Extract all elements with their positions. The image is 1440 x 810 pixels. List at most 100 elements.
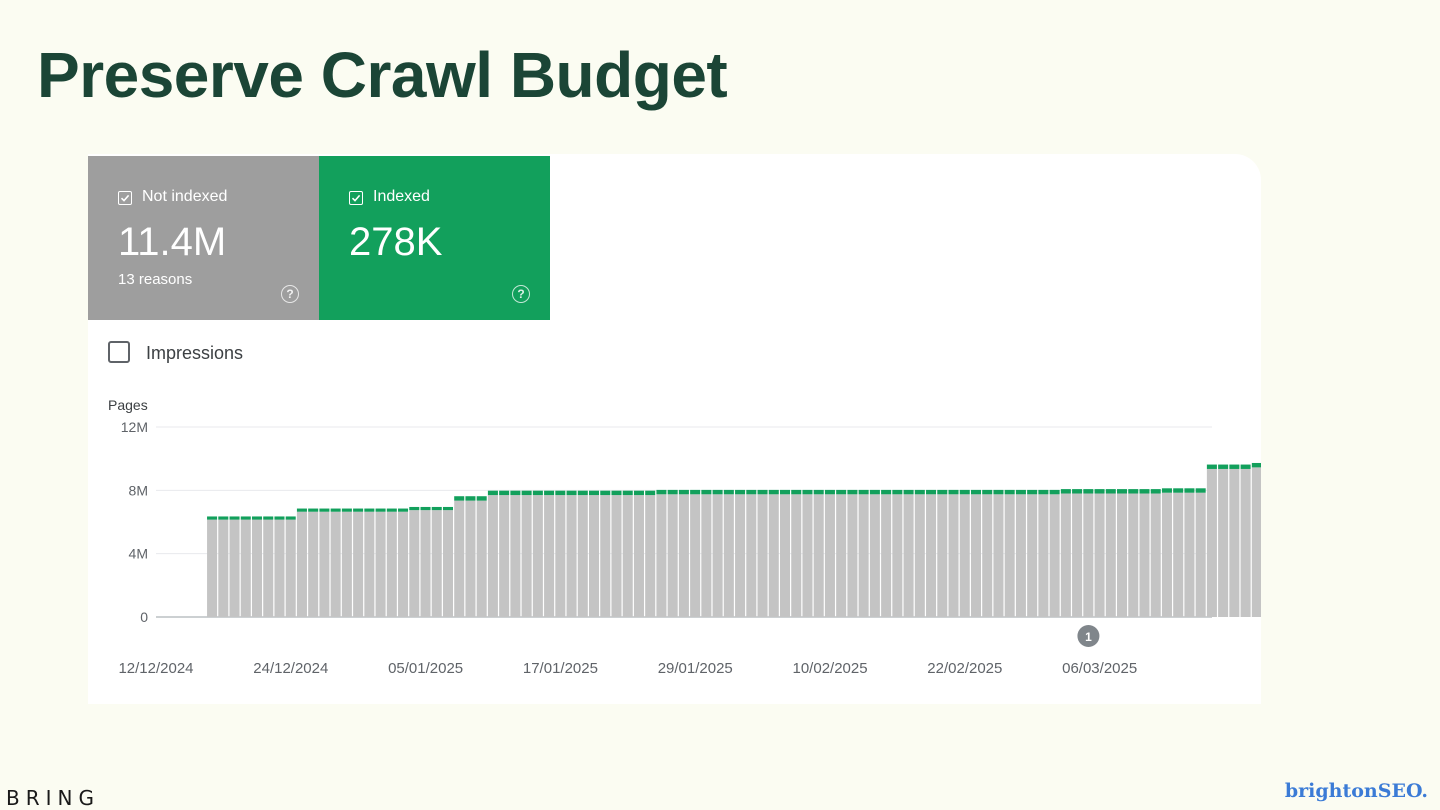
bar-not-indexed: [982, 494, 993, 617]
bar-not-indexed: [1049, 494, 1060, 617]
pages-bar-chart: Pages 0 4M 8M 12M 1 12/12/2024 24/12/2024 05/01/…: [108, 397, 1261, 674]
bar-not-indexed: [678, 494, 689, 617]
bar-indexed: [544, 490, 555, 496]
bar-not-indexed: [465, 500, 476, 617]
bar-not-indexed: [1060, 493, 1071, 617]
bar-not-indexed: [521, 495, 532, 617]
bar-indexed: [791, 489, 802, 495]
bar-indexed: [869, 489, 880, 495]
bar-indexed: [1251, 462, 1261, 468]
bar-indexed: [364, 508, 375, 512]
bar-indexed: [824, 489, 835, 495]
indexed-label: Indexed: [373, 188, 430, 205]
not-indexed-card[interactable]: Not indexed 11.4M 13 reasons ?: [88, 156, 319, 320]
bar-not-indexed: [622, 495, 633, 617]
bar-not-indexed: [263, 519, 274, 617]
bar-indexed: [768, 489, 779, 495]
bar-indexed: [375, 508, 386, 512]
bar-indexed: [207, 516, 218, 520]
bar-not-indexed: [330, 511, 341, 617]
bar-indexed: [701, 489, 712, 495]
bar-not-indexed: [1027, 494, 1038, 617]
bar-not-indexed: [656, 494, 667, 617]
bar-indexed: [1105, 489, 1116, 494]
bar-not-indexed: [1117, 493, 1128, 617]
x-tick-label: 29/01/2025: [658, 660, 733, 674]
bar-not-indexed: [600, 495, 611, 617]
impressions-checkbox[interactable]: [108, 341, 130, 363]
bar-not-indexed: [914, 494, 925, 617]
bar-not-indexed: [431, 510, 442, 617]
bar-not-indexed: [690, 494, 701, 617]
bar-indexed: [622, 490, 633, 496]
not-indexed-value: 11.4M: [118, 220, 227, 264]
bar-indexed: [656, 489, 667, 495]
bar-indexed: [993, 489, 1004, 495]
bar-not-indexed: [791, 494, 802, 617]
bar-not-indexed: [375, 511, 386, 617]
bar-indexed: [454, 496, 465, 501]
bar-indexed: [1161, 488, 1172, 493]
y-axis-label: Pages: [108, 397, 148, 413]
help-icon[interactable]: ?: [281, 285, 299, 303]
bar-not-indexed: [824, 494, 835, 617]
coverage-report-panel: Not indexed 11.4M 13 reasons ? Indexed 2…: [88, 154, 1261, 704]
bar-not-indexed: [296, 511, 307, 617]
indexed-card[interactable]: Indexed 278K ?: [319, 156, 550, 320]
bar-indexed: [1240, 464, 1251, 469]
bar-not-indexed: [746, 494, 757, 617]
bar-not-indexed: [802, 494, 813, 617]
y-tick-label: 12M: [121, 419, 148, 435]
bar-not-indexed: [1015, 494, 1026, 617]
bar-not-indexed: [1218, 468, 1229, 617]
bar-not-indexed: [847, 494, 858, 617]
bar-not-indexed: [1072, 493, 1083, 617]
impressions-label: Impressions: [146, 343, 244, 363]
bar-indexed: [229, 516, 240, 520]
bar-not-indexed: [701, 494, 712, 617]
bar-not-indexed: [364, 511, 375, 617]
bar-not-indexed: [869, 494, 880, 617]
bar-not-indexed: [779, 494, 791, 617]
annotation-label: 1: [1085, 630, 1092, 644]
bar-not-indexed: [218, 519, 229, 617]
bar-not-indexed: [1128, 493, 1139, 617]
annotation-marker[interactable]: [1077, 625, 1100, 647]
bar-indexed: [1128, 489, 1139, 494]
bar-indexed: [476, 496, 487, 501]
bar-not-indexed: [229, 519, 240, 617]
bar-indexed: [1184, 488, 1195, 493]
bar-indexed: [1015, 489, 1026, 495]
indexed-value: 278K: [349, 220, 443, 264]
bar-indexed: [678, 489, 689, 495]
bar-indexed: [1083, 489, 1094, 494]
bar-not-indexed: [319, 511, 330, 617]
bar-not-indexed: [723, 494, 734, 617]
bar-indexed: [1072, 489, 1083, 494]
bar-not-indexed: [970, 494, 982, 617]
indexed-checkbox-icon[interactable]: [349, 191, 363, 205]
bar-not-indexed: [881, 494, 892, 617]
x-tick-label: 22/02/2025: [927, 660, 1002, 674]
bar-not-indexed: [903, 494, 914, 617]
not-indexed-checkbox-icon[interactable]: [118, 191, 132, 205]
bar-not-indexed: [510, 495, 521, 617]
bar-indexed: [1038, 489, 1049, 495]
bar-not-indexed: [454, 500, 465, 617]
bar-not-indexed: [308, 511, 319, 617]
bar-indexed: [274, 516, 285, 520]
bar-not-indexed: [1173, 492, 1184, 617]
help-icon[interactable]: ?: [512, 285, 530, 303]
bar-indexed: [712, 489, 723, 495]
bar-indexed: [723, 489, 734, 495]
slide-title: Preserve Crawl Budget: [37, 39, 728, 111]
bar-not-indexed: [959, 494, 970, 617]
bar-not-indexed: [274, 519, 285, 617]
bar-indexed: [959, 489, 970, 495]
bar-not-indexed: [251, 519, 263, 617]
bar-not-indexed: [1161, 492, 1172, 617]
bar-indexed: [1004, 489, 1015, 495]
bar-not-indexed: [1139, 493, 1150, 617]
bar-not-indexed: [1240, 468, 1251, 617]
bar-indexed: [611, 490, 622, 496]
